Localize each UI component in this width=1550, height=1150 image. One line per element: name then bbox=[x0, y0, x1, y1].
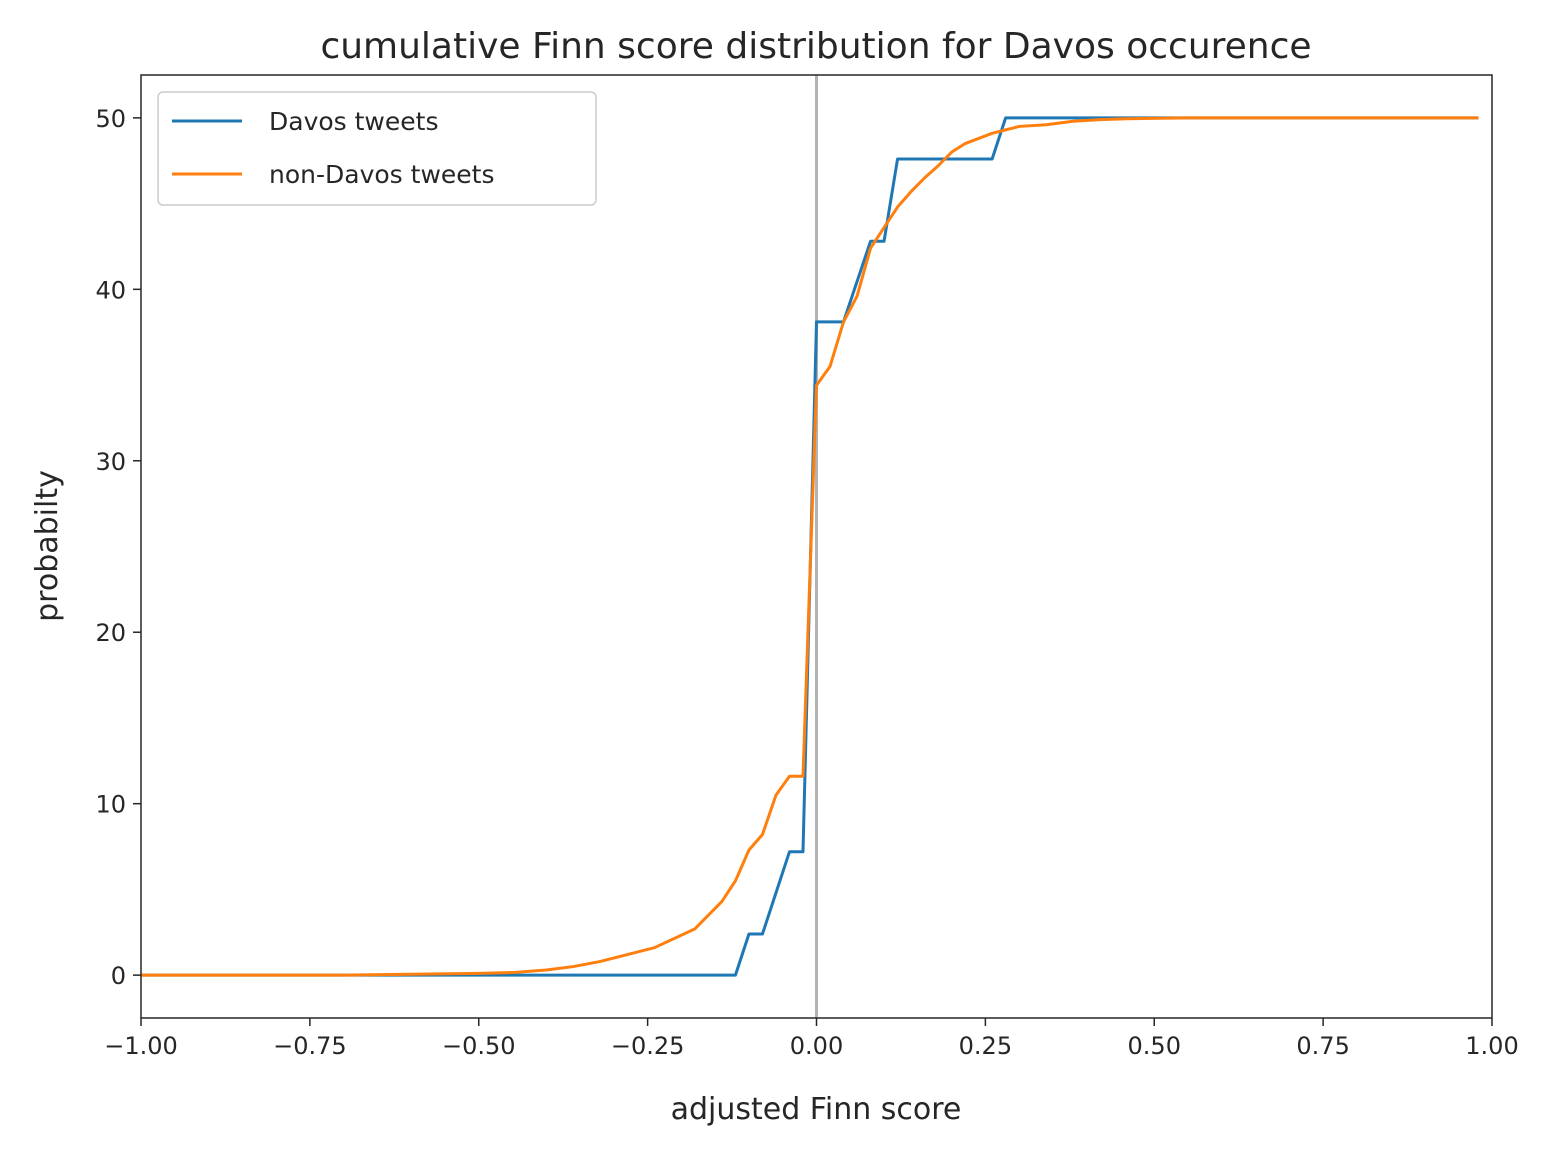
x-axis-title: adjusted Finn score bbox=[671, 1092, 962, 1127]
y-axis-title: probabilty bbox=[30, 470, 65, 622]
x-tick-label: −0.50 bbox=[442, 1032, 516, 1060]
legend: Davos tweets non-Davos tweets bbox=[157, 91, 597, 206]
x-tick-label: 1.00 bbox=[1465, 1032, 1518, 1060]
legend-label-1: Davos tweets bbox=[269, 107, 438, 136]
x-tick-label: 0.25 bbox=[959, 1032, 1012, 1060]
x-axis: −1.00 −0.75 −0.50 −0.25 0.00 0.25 0.50 0.75 1.00 bbox=[104, 1018, 1519, 1060]
x-tick-label: 0.00 bbox=[790, 1032, 843, 1060]
y-axis: 0 10 20 30 40 50 bbox=[95, 105, 141, 990]
y-tick-label: 50 bbox=[95, 105, 126, 133]
legend-label-2: non-Davos tweets bbox=[269, 160, 494, 189]
x-tick-label: 0.50 bbox=[1128, 1032, 1181, 1060]
y-tick-label: 30 bbox=[95, 448, 126, 476]
plot-area bbox=[141, 75, 1479, 1018]
y-tick-label: 20 bbox=[95, 619, 126, 647]
y-tick-label: 40 bbox=[95, 276, 126, 304]
x-tick-label: −1.00 bbox=[104, 1032, 178, 1060]
series-line-2 bbox=[141, 116, 1479, 977]
y-tick-label: 10 bbox=[95, 791, 126, 819]
series-line-1 bbox=[141, 116, 1479, 977]
y-tick-label: 0 bbox=[111, 962, 126, 990]
legend-box bbox=[157, 91, 597, 206]
x-tick-label: −0.25 bbox=[611, 1032, 685, 1060]
x-tick-label: −0.75 bbox=[273, 1032, 347, 1060]
chart-title: cumulative Finn score distribution for D… bbox=[320, 26, 1311, 67]
x-tick-label: 0.75 bbox=[1296, 1032, 1349, 1060]
